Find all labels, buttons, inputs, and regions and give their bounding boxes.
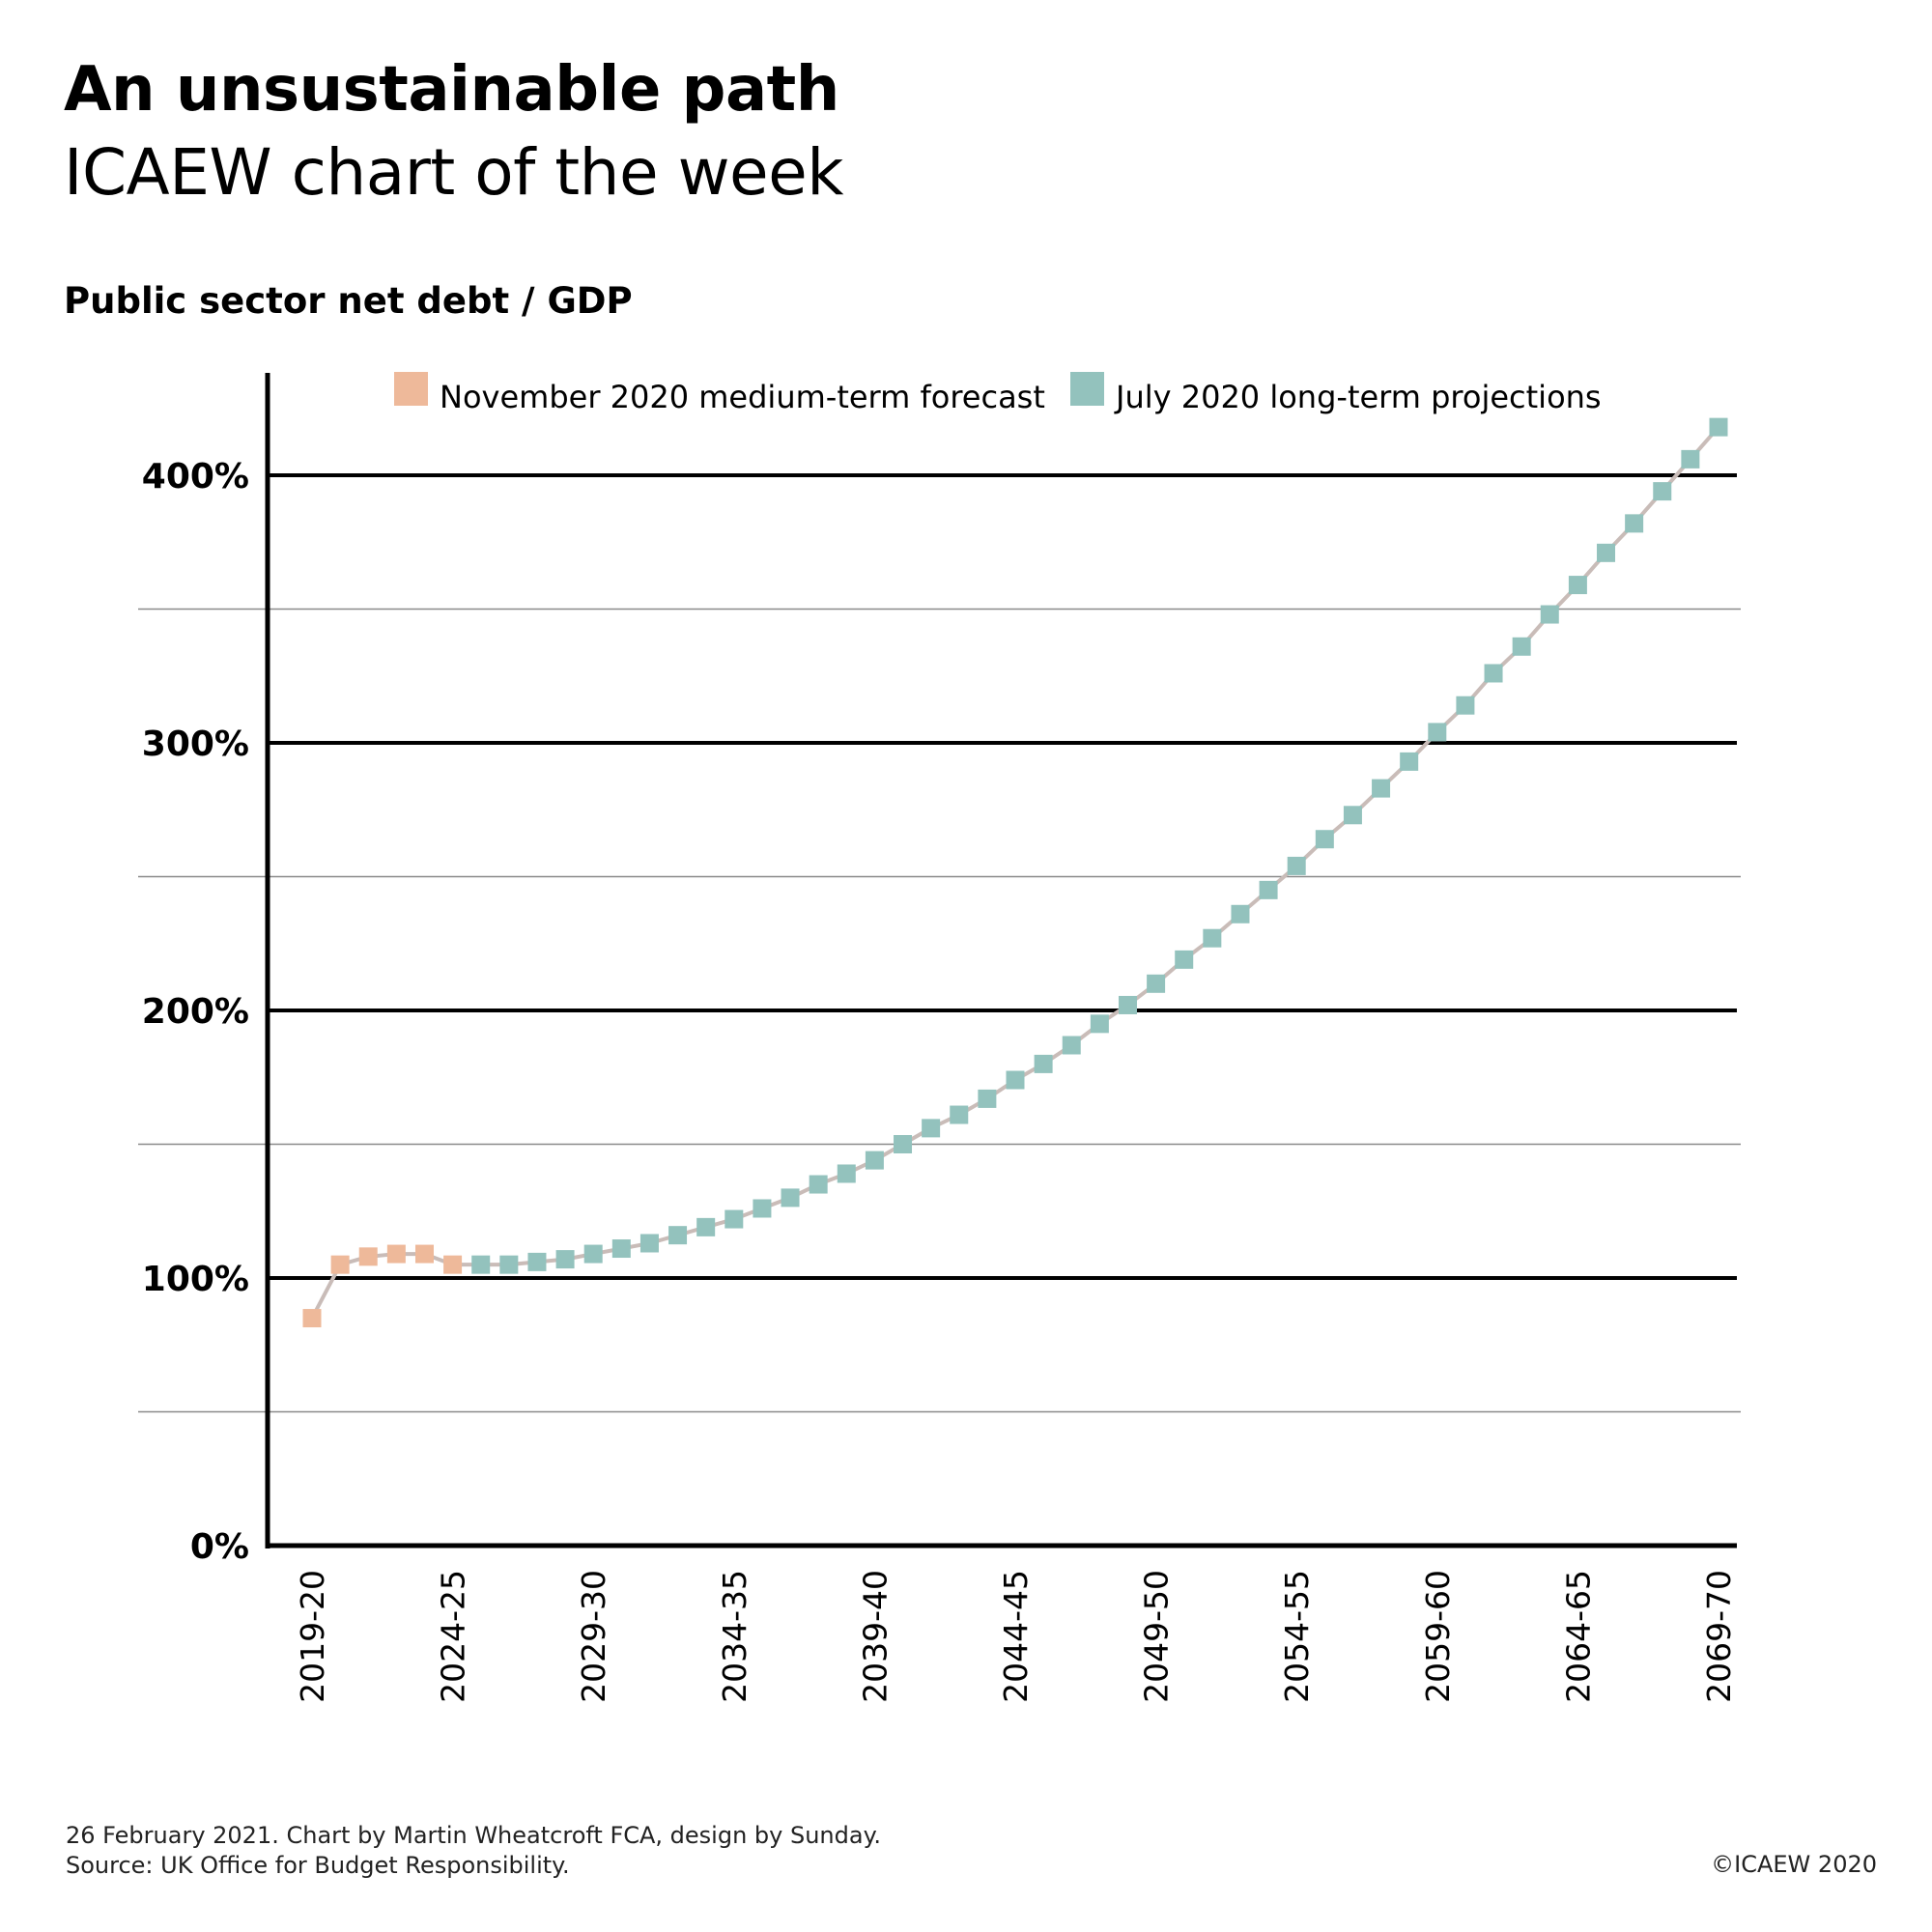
projection-point [583, 1244, 603, 1264]
gridlines [138, 473, 1741, 1413]
x-tick-label: 2069-70 [1700, 1570, 1738, 1703]
legend-swatch-forecast [394, 372, 428, 406]
projection-point [978, 1089, 997, 1108]
forecast-point [443, 1255, 463, 1274]
projection-point [1709, 417, 1728, 437]
projection-point [753, 1199, 772, 1218]
projection-point [837, 1164, 856, 1183]
projection-point [1062, 1036, 1081, 1055]
y-tick-label: 400% [142, 457, 249, 497]
projection-point [527, 1252, 547, 1271]
x-tick-label: 2049-50 [1138, 1570, 1176, 1703]
x-tick-label: 2054-55 [1278, 1570, 1316, 1703]
projection-point [1456, 696, 1475, 715]
x-tick-label: 2034-35 [716, 1570, 753, 1703]
projection-point [1625, 514, 1644, 533]
legend-label-projection: July 2020 long-term projections [1114, 379, 1602, 415]
x-tick-label: 2039-40 [856, 1570, 894, 1703]
projection-point [1090, 1014, 1109, 1034]
series-lines [310, 425, 1720, 1321]
forecast-point [302, 1309, 322, 1328]
footer-source: Source: UK Office for Budget Responsibil… [66, 1852, 570, 1879]
projection-point [809, 1175, 828, 1194]
projection-point [894, 1135, 913, 1153]
projection-point [950, 1105, 969, 1124]
projection-point [1287, 856, 1306, 875]
chart-title: Public sector net debt / GDP [64, 280, 633, 322]
projection-point [1315, 830, 1334, 849]
projection-point [1597, 543, 1616, 562]
forecast-point [358, 1247, 378, 1266]
copyright: ©ICAEW 2020 [1711, 1851, 1877, 1878]
projection-point [1231, 904, 1250, 923]
page-subtitle: ICAEW chart of the week [64, 135, 844, 210]
legend-swatch-projection [1070, 372, 1104, 406]
y-tick-label: 300% [142, 724, 249, 764]
projection-point [1343, 806, 1362, 825]
x-tick-label: 2029-30 [575, 1570, 612, 1703]
projection-point [1259, 880, 1278, 899]
forecast-point [414, 1244, 434, 1264]
x-tick-label: 2024-25 [435, 1570, 472, 1703]
page-title: An unsustainable path [64, 54, 839, 126]
axes [265, 373, 1737, 1548]
projection-point [1006, 1070, 1025, 1090]
projection-point [1400, 752, 1419, 771]
y-tick-label: 0% [190, 1527, 249, 1567]
x-tick-label: 2064-65 [1559, 1570, 1597, 1703]
x-tick-label: 2059-60 [1419, 1570, 1457, 1703]
projection-point [1681, 449, 1700, 469]
legend-label-forecast: November 2020 medium-term forecast [440, 379, 1045, 415]
projection-point [555, 1250, 575, 1269]
footer-credit: 26 February 2021. Chart by Martin Wheatc… [66, 1822, 881, 1849]
projection-point [1540, 605, 1559, 624]
projection-point [1484, 664, 1503, 683]
projection-point [471, 1255, 491, 1274]
x-tick-label: 2044-45 [997, 1570, 1035, 1703]
projection-point [724, 1209, 744, 1229]
y-tick-label: 100% [142, 1260, 249, 1299]
projection-point [1568, 576, 1587, 595]
projection-point [639, 1234, 659, 1253]
projection-point [1428, 723, 1447, 742]
projection-point [1372, 779, 1391, 798]
projection-point [1203, 928, 1222, 948]
projection-point [1653, 482, 1672, 501]
x-tick-label: 2019-20 [294, 1570, 331, 1703]
projection-point [668, 1226, 688, 1245]
forecast-point [330, 1255, 350, 1274]
legend: November 2020 medium-term forecast July … [394, 372, 1602, 415]
y-tick-label: 200% [142, 992, 249, 1032]
y-tick-labels: 0% 100% 200% 300% 400% [142, 457, 249, 1567]
projection-point [1034, 1054, 1053, 1073]
projection-point [1147, 974, 1166, 993]
projection-point [781, 1188, 800, 1208]
projection-point [696, 1217, 716, 1236]
x-tick-labels: 2019-20 2024-25 2029-30 2034-35 2039-40 2044-… [294, 1570, 1738, 1703]
projection-point [611, 1239, 631, 1259]
projection-point [499, 1255, 519, 1274]
projection-point [865, 1151, 884, 1170]
forecast-point [386, 1244, 406, 1264]
projection-point [922, 1119, 941, 1138]
projection-point [1175, 950, 1194, 969]
projection-point [1512, 637, 1531, 656]
footer-notes: 26 February 2021. Chart by Martin Wheatc… [66, 1821, 881, 1881]
projection-point [1118, 995, 1137, 1014]
series-markers [302, 417, 1728, 1328]
